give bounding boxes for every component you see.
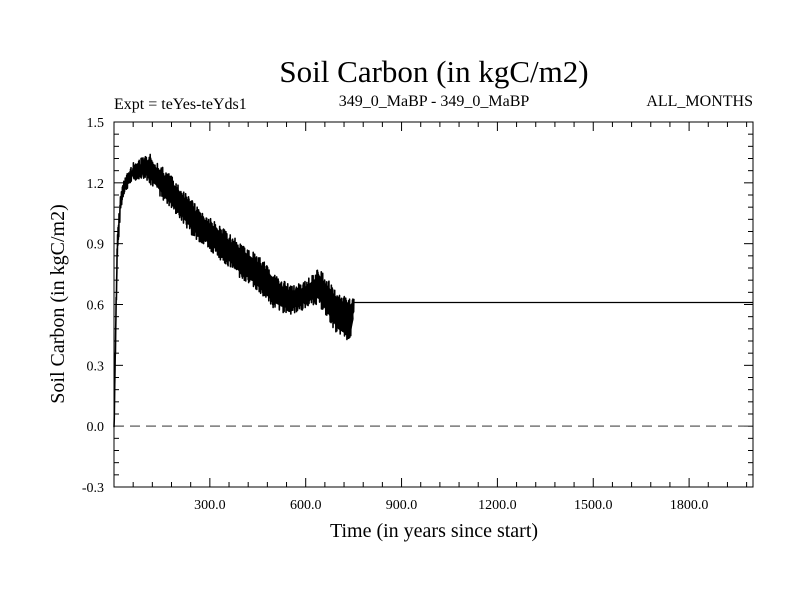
x-tick-label: 1500.0 [574, 498, 613, 513]
subtitle-period: 349_0_MaBP - 349_0_MaBP [339, 93, 530, 110]
x-axis-label: Time (in years since start) [330, 520, 538, 542]
y-tick-label: 1.5 [87, 116, 105, 131]
y-axis-label: Soil Carbon (in kgC/m2) [47, 204, 69, 403]
plot-frame [113, 121, 754, 488]
y-tick-label: 0.3 [87, 359, 105, 374]
y-tick-label: 1.2 [87, 177, 105, 192]
x-tick-label: 900.0 [386, 498, 418, 513]
tick-labels: 300.0 600.0 900.0 1200.0 1500.0 1800.0 -0.3 0.0… [82, 116, 709, 513]
chart-title: Soil Carbon (in kgC/m2) [279, 54, 588, 89]
subtitle-experiment: Expt = teYes-teYds1 [114, 96, 247, 113]
subtitle-months: ALL_MONTHS [646, 93, 753, 110]
tick-marks [114, 122, 753, 487]
x-tick-label: 600.0 [290, 498, 322, 513]
y-tick-label: 0.0 [87, 420, 105, 435]
x-tick-label: 300.0 [194, 498, 226, 513]
y-tick-label: 0.6 [87, 299, 105, 314]
y-tick-label: -0.3 [82, 481, 104, 496]
soil-carbon-band [116, 159, 354, 335]
data-layer [113, 153, 753, 428]
x-tick-label: 1800.0 [670, 498, 709, 513]
y-tick-label: 0.9 [87, 238, 105, 253]
x-tick-label: 1200.0 [478, 498, 517, 513]
